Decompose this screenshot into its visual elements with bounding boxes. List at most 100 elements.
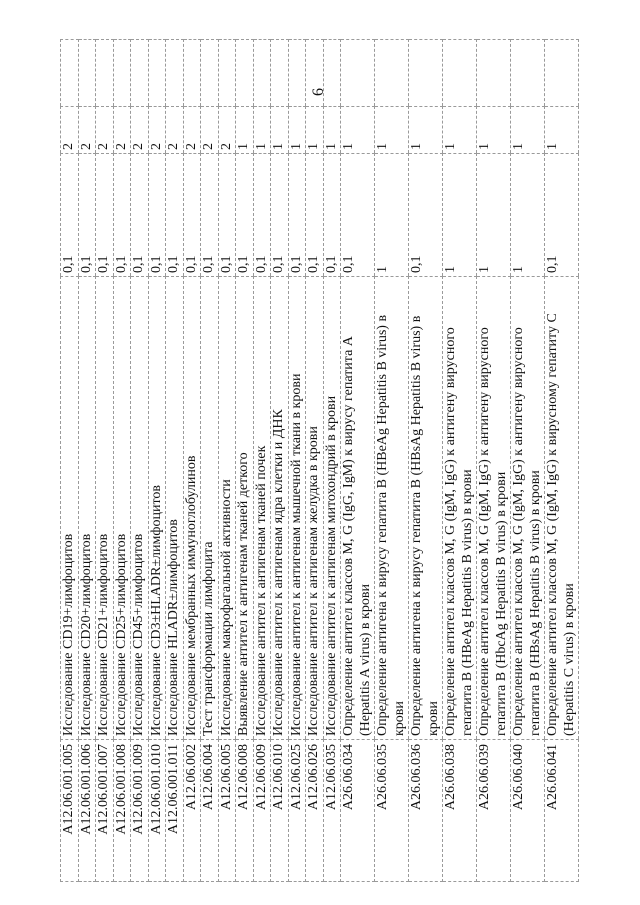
multiplicity-cell: 1	[288, 106, 306, 154]
multiplicity-cell: 1	[510, 106, 545, 154]
frequency-cell: 0,1	[113, 153, 131, 277]
empty-cell	[288, 39, 306, 107]
name-cell: Исследование CD21+лимфоцитов	[95, 276, 113, 740]
name-cell: Исследование мембранных иммуноглобулинов	[183, 276, 201, 740]
frequency-cell: 0,1	[78, 153, 96, 277]
multiplicity-cell: 1	[270, 106, 288, 154]
multiplicity-cell: 2	[165, 106, 183, 154]
name-cell: Выявление антител к антигенам тканей дет…	[235, 276, 253, 740]
empty-cell	[476, 39, 511, 107]
empty-cell	[305, 39, 323, 107]
frequency-cell: 0,1	[200, 153, 218, 277]
code-cell: A26.06.040	[510, 739, 545, 882]
table-row: A26.06.034 Определение антител классов M,…	[340, 39, 375, 882]
empty-cell	[323, 39, 341, 107]
name-cell: Тест трансформации лимфоцита	[200, 276, 218, 740]
empty-cell	[78, 39, 96, 107]
name-cell: Исследование антител к антигенам мышечно…	[288, 276, 306, 740]
table-row: A12.06.001.007 Исследование CD21+лимфоцит…	[95, 39, 113, 882]
code-cell: A26.06.034	[340, 739, 375, 882]
code-cell: A26.06.039	[476, 739, 511, 882]
table-row: A12.06.001.009 Исследование CD45+лимфоцит…	[130, 39, 148, 882]
name-cell: Исследование антител к антигенам митохон…	[323, 276, 341, 740]
code-cell: A12.06.001.011	[165, 739, 183, 882]
multiplicity-cell: 2	[130, 106, 148, 154]
code-cell: A12.06.001.005	[60, 739, 78, 882]
empty-cell	[218, 39, 236, 107]
empty-cell	[183, 39, 201, 107]
frequency-cell: 0,1	[305, 153, 323, 277]
table-row: A26.06.038 Определение антител классов M,…	[442, 39, 477, 882]
empty-cell	[113, 39, 131, 107]
multiplicity-cell: 2	[60, 106, 78, 154]
table-row: A26.06.039 Определение антител классов M,…	[476, 39, 511, 882]
code-cell: A26.06.041	[544, 739, 579, 882]
frequency-cell: 0,1	[235, 153, 253, 277]
table-row: A12.06.035 Исследование антител к антиген…	[323, 39, 341, 882]
table-row: A12.06.001.010 Исследование CD3±HLADR±лим…	[148, 39, 166, 882]
table-row: A12.06.004 Тест трансформации лимфоцита 0,…	[200, 39, 218, 882]
frequency-cell: 1	[510, 153, 545, 277]
name-cell: Исследование CD3±HLADR±лимфоцитов	[148, 276, 166, 740]
empty-cell	[374, 39, 409, 107]
multiplicity-cell: 1	[544, 106, 579, 154]
table-row: A12.06.001.011 Исследование HLADR±лимфоци…	[165, 39, 183, 882]
table-row: A12.06.010 Исследование антител к антиген…	[270, 39, 288, 882]
multiplicity-cell: 1	[235, 106, 253, 154]
rotated-page: 6 A12.06.001.005 Исследование CD19+лимфоц…	[60, 32, 620, 882]
code-cell: A12.06.010	[270, 739, 288, 882]
name-cell: Исследование CD19+лимфоцитов	[60, 276, 78, 740]
code-cell: A12.06.004	[200, 739, 218, 882]
services-table: A12.06.001.005 Исследование CD19+лимфоцит…	[60, 39, 579, 882]
table-row: A12.06.005 Исследование макрофагальной ак…	[218, 39, 236, 882]
frequency-cell: 0,1	[340, 153, 375, 277]
code-cell: A12.06.005	[218, 739, 236, 882]
code-cell: A12.06.002	[183, 739, 201, 882]
code-cell: A26.06.036	[408, 739, 443, 882]
frequency-cell: 1	[442, 153, 477, 277]
empty-cell	[253, 39, 271, 107]
frequency-cell: 1	[374, 153, 409, 277]
table-row: A12.06.002 Исследование мембранных иммуно…	[183, 39, 201, 882]
frequency-cell: 0,1	[288, 153, 306, 277]
table-row: A26.06.035 Определение антигена к вирусу …	[374, 39, 409, 882]
table-row: A26.06.036 Определение антигена к вирусу …	[408, 39, 443, 882]
code-cell: A12.06.001.009	[130, 739, 148, 882]
multiplicity-cell: 2	[113, 106, 131, 154]
table-row: A12.06.025 Исследование антител к антиген…	[288, 39, 306, 882]
code-cell: A12.06.001.007	[95, 739, 113, 882]
empty-cell	[270, 39, 288, 107]
name-cell: Определение антигена к вирусу гепатита B…	[374, 276, 409, 740]
frequency-cell: 0,1	[270, 153, 288, 277]
multiplicity-cell: 1	[323, 106, 341, 154]
code-cell: A12.06.035	[323, 739, 341, 882]
empty-cell	[340, 39, 375, 107]
table-row: A12.06.008 Выявление антител к антигенам …	[235, 39, 253, 882]
multiplicity-cell: 1	[476, 106, 511, 154]
frequency-cell: 0,1	[323, 153, 341, 277]
table-row: A12.06.001.008 Исследование CD25+лимфоцит…	[113, 39, 131, 882]
frequency-cell: 0,1	[544, 153, 579, 277]
name-cell: Определение антител классов M, G (IgM, I…	[442, 276, 477, 740]
name-cell: Определение антигена к вирусу гепатита B…	[408, 276, 443, 740]
frequency-cell: 0,1	[253, 153, 271, 277]
frequency-cell: 1	[476, 153, 511, 277]
code-cell: A26.06.038	[442, 739, 477, 882]
name-cell: Определение антител классов M, G (IgM, I…	[476, 276, 511, 740]
name-cell: Исследование антител к антигенам ядра кл…	[270, 276, 288, 740]
multiplicity-cell: 1	[253, 106, 271, 154]
multiplicity-cell: 1	[408, 106, 443, 154]
frequency-cell: 0,1	[165, 153, 183, 277]
empty-cell	[544, 39, 579, 107]
empty-cell	[148, 39, 166, 107]
code-cell: A26.06.035	[374, 739, 409, 882]
empty-cell	[408, 39, 443, 107]
code-cell: A12.06.009	[253, 739, 271, 882]
table-row: A12.06.009 Исследование антител к антиген…	[253, 39, 271, 882]
name-cell: Определение антител классов M, G (IgM, I…	[510, 276, 545, 740]
frequency-cell: 0,1	[130, 153, 148, 277]
table-row: A12.06.001.006 Исследование CD20+лимфоцит…	[78, 39, 96, 882]
frequency-cell: 0,1	[408, 153, 443, 277]
table-row: A26.06.041 Определение антител классов M,…	[544, 39, 579, 882]
empty-cell	[200, 39, 218, 107]
